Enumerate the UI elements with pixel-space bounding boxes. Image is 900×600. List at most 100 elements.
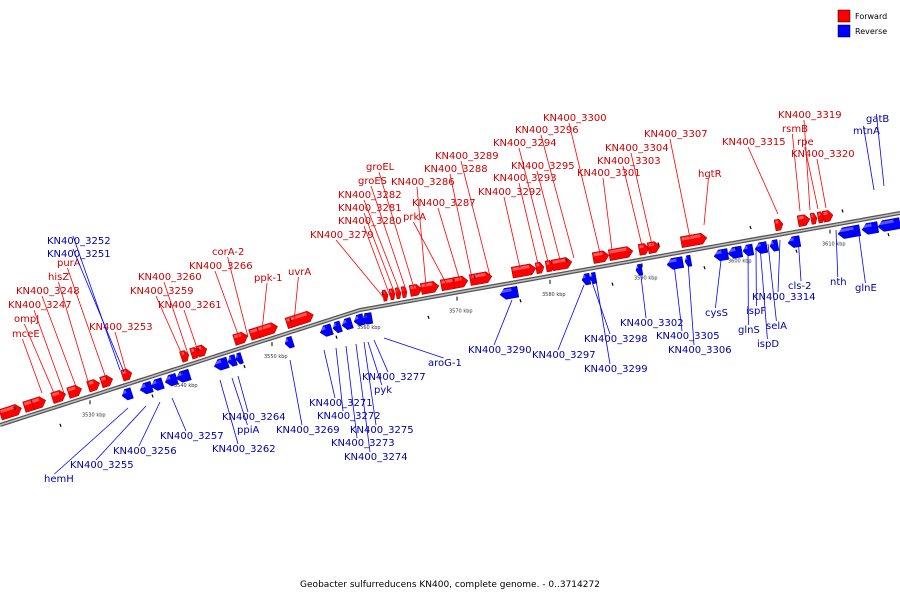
forward-gene-arrow-shape [468,271,493,286]
reverse-gene-arrow-shape [877,217,900,232]
forward-gene-arrow-shine [798,215,804,220]
reverse-gene-label: KN400_3302 [620,318,684,329]
forward-gene-label: KN400_3293 [493,173,557,184]
forward-gene-label: KN400_3301 [577,168,641,179]
forward-gene-label: prkA [403,212,426,223]
reverse-gene-arrow-shape [666,256,685,270]
reverse-label-leader [237,375,249,413]
forward-gene-arrow-shape [773,218,784,232]
reverse-gene-arrow [666,256,685,270]
axis-minor-tick [657,242,660,246]
forward-label-leader [669,138,691,239]
forward-gene-arrow-shine [23,400,32,406]
forward-gene-label: KN400_3260 [138,272,202,283]
forward-label-leader [22,338,43,394]
forward-gene-arrow-shape [381,289,389,302]
forward-gene-arrow-shine [775,220,779,224]
reverse-gene-arrow [353,313,366,327]
forward-gene-label: ppk-1 [254,273,282,284]
forward-gene-label: KN400_3300 [543,113,607,124]
reverse-gene-arrow-shape [635,263,644,276]
forward-gene-label: KN400_3248 [16,286,80,297]
axis-minor-tick [703,266,706,270]
reverse-gene-arrow [235,352,244,365]
forward-gene-arrow [86,379,101,393]
forward-label-leader [630,152,653,246]
forward-gene-arrow-shine [249,328,258,334]
forward-gene-arrow-shine [639,244,644,249]
reverse-gene-arrow-shape [727,245,744,259]
forward-gene-label: KN400_3266 [189,261,253,272]
reverse-gene-arrow [227,354,238,367]
forward-gene-arrow [30,396,46,411]
forward-label-leader [378,171,415,289]
reverse-gene-arrow-shine [582,275,586,279]
forward-gene-arrow-shape [30,396,46,411]
forward-label-leader [503,196,521,269]
axis-tick-label: 3550 kbp [264,354,288,360]
reverse-gene-label: KN400_3252 [47,236,111,247]
forward-label-leader [214,270,241,341]
forward-gene-arrow-shine [258,323,272,331]
forward-label-leader [155,295,184,358]
reverse-gene-arrow-shine [636,265,639,269]
forward-gene-arrow [232,331,248,346]
axis-minor-tick [289,318,292,322]
forward-gene-arrow-shape [796,214,811,228]
forward-gene-label: corA-2 [212,247,244,258]
axis-tick-label: 3570 kbp [449,309,473,315]
reverse-gene-arrow-shine [755,243,761,248]
reverse-gene-arrow-shine [332,323,337,327]
forward-gene-arrow [381,289,389,302]
forward-label-leader [227,256,249,338]
forward-gene-label: KN400_3289 [435,151,499,162]
forward-gene-arrow [400,286,408,299]
reverse-gene-label: KN400_3273 [331,438,395,449]
reverse-gene-arrow-shape [235,352,244,365]
forward-gene-arrow-shine [190,348,195,353]
forward-gene-arrow-shine [536,263,540,267]
forward-gene-arrow [591,250,610,264]
reverse-gene-arrow-shine [284,338,289,343]
forward-gene-arrow-shape [452,275,469,289]
reverse-gene-arrow-shape [754,241,769,254]
reverse-gene-arrow [139,380,154,395]
forward-gene-arrow-shape [419,281,440,295]
reverse-label-leader [72,235,121,371]
forward-label-leader [460,160,491,277]
reverse-gene-label: KN400_3269 [276,425,340,436]
forward-gene-arrow-shine [410,285,416,290]
reverse-gene-arrow-shine [235,354,239,358]
legend-label: Forward [855,12,887,21]
forward-gene-label: KN400_3319 [778,110,842,121]
reverse-gene-arrow-shape [164,372,179,387]
reverse-gene-arrow [877,217,900,232]
reverse-gene-label: KN400_3256 [113,446,177,457]
reverse-gene-label: hemH [44,474,74,485]
reverse-gene-label: ispD [757,339,779,350]
reverse-gene-label: KN400_3299 [584,364,648,375]
axis-minor-tick [59,423,62,428]
forward-gene-arrow [179,350,190,363]
forward-gene-arrow-shape [510,263,537,279]
reverse-gene-arrow-shape [861,221,880,235]
forward-gene-label: KN400_3320 [791,149,855,160]
forward-gene-label: hisZ [48,272,69,283]
forward-gene-arrow-shape [50,390,66,404]
reverse-gene-arrow-shine [319,326,326,331]
reverse-gene-label: KN400_3271 [309,398,373,409]
reverse-gene-arrow [635,263,644,276]
axis-minor-tick [427,315,430,319]
forward-label-leader [816,158,827,209]
axis-tick-label: 3560 kbp [357,325,381,331]
reverse-gene-arrow-shape [214,356,230,371]
reverse-gene-arrow [121,387,134,401]
figure-caption: Geobacter sulfurreducens KN400, complete… [300,580,600,590]
forward-label-leader [33,309,65,394]
forward-gene-arrow-shine [396,288,398,292]
forward-label-leader [792,133,801,212]
forward-gene-arrow-shape [816,211,825,224]
forward-gene-arrow-shape [284,310,314,329]
